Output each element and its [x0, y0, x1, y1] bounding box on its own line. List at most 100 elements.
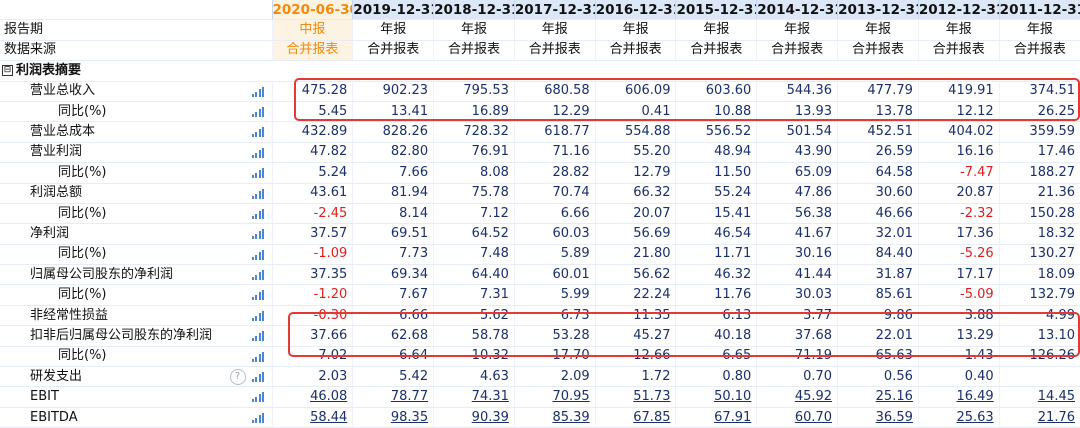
data-source-cell: 合并报表 — [917, 40, 1000, 62]
value-cell: 404.02 — [917, 121, 1000, 143]
header-corner — [0, 0, 272, 21]
section-income-summary[interactable]: ⊟ 利润表摘要 — [0, 60, 272, 82]
bar-chart-icon[interactable] — [251, 310, 264, 321]
value-cell: 45.92 — [756, 386, 838, 408]
value-cell: 32.01 — [837, 223, 919, 245]
row-label: 研发支出 — [30, 368, 83, 384]
value-cell: 11.71 — [675, 244, 757, 266]
bar-chart-icon[interactable] — [251, 412, 264, 423]
value-cell: 20.87 — [917, 183, 1000, 204]
table-row: 同比(%) -2.45 8.14 7.12 6.66 20.07 15.41 56.38 46.… — [0, 203, 1080, 225]
bar-chart-icon[interactable] — [251, 106, 264, 117]
date-header-7[interactable]: 2013-12-31 — [837, 0, 919, 21]
row-label: 营业利润 — [30, 144, 83, 160]
row-label: 净利润 — [30, 225, 70, 241]
date-header-9[interactable]: 2011-12-31 — [998, 0, 1080, 21]
value-cell: 17.46 — [998, 142, 1080, 164]
value-cell: 58.78 — [433, 325, 515, 347]
value-cell: 18.32 — [998, 223, 1080, 245]
row-label-cell: 净利润 — [0, 223, 272, 245]
value-cell: 50.10 — [675, 386, 757, 408]
report-type-cell: 年报 — [998, 19, 1080, 41]
bar-chart-icon[interactable] — [251, 331, 264, 342]
value-cell: 1.43 — [917, 346, 1000, 368]
row-label: 同比(%) — [58, 246, 107, 262]
value-cell: 45.27 — [594, 325, 676, 347]
value-cell: 5.62 — [433, 305, 515, 327]
bar-chart-icon[interactable] — [251, 392, 264, 403]
table-row: 利润总额 43.61 81.94 75.78 70.74 66.32 55.24 47.86 3… — [0, 183, 1080, 204]
value-cell: 82.80 — [352, 142, 434, 164]
value-cell: 62.68 — [352, 325, 434, 347]
value-cell: 74.31 — [433, 386, 515, 408]
date-header-3[interactable]: 2017-12-31 — [513, 0, 596, 21]
value-cell: -0.30 — [271, 305, 353, 327]
table-row: 营业总成本 432.89 828.26 728.32 618.77 554.88 556.5… — [0, 121, 1080, 143]
value-cell: 65.09 — [756, 162, 838, 184]
value-cell: 0.40 — [917, 366, 1000, 388]
help-icon[interactable]: ? — [229, 369, 246, 386]
value-cell: 12.12 — [917, 101, 1000, 123]
value-cell: 7.67 — [352, 284, 434, 306]
value-cell: 12.29 — [513, 101, 596, 123]
bar-chart-icon[interactable] — [251, 270, 264, 281]
value-cell: 6.66 — [513, 203, 596, 225]
value-cell: 30.60 — [837, 183, 919, 204]
date-header-4[interactable]: 2016-12-31 — [594, 0, 676, 21]
row-label: 非经常性损益 — [30, 307, 109, 323]
data-source-cell: 合并报表 — [675, 40, 757, 62]
value-cell: 75.78 — [433, 183, 515, 204]
value-cell: 98.35 — [352, 407, 434, 428]
value-cell: 7.12 — [433, 203, 515, 225]
row-label: EBITDA — [30, 409, 78, 425]
bar-chart-icon[interactable] — [251, 86, 264, 97]
row-label-cell: 同比(%) — [0, 203, 272, 225]
bar-chart-icon[interactable] — [251, 168, 264, 179]
date-header-5[interactable]: 2015-12-31 — [675, 0, 757, 21]
value-cell: 2.03 — [271, 366, 353, 388]
value-cell: 13.41 — [352, 101, 434, 123]
value-cell: 70.95 — [513, 386, 596, 408]
bar-chart-icon[interactable] — [251, 290, 264, 301]
value-cell: 90.39 — [433, 407, 515, 428]
date-header-0[interactable]: 2020-06-30 — [271, 0, 353, 21]
bar-chart-icon[interactable] — [251, 351, 264, 362]
value-cell: 67.91 — [675, 407, 757, 428]
bar-chart-icon[interactable] — [251, 188, 264, 199]
section-title: 利润表摘要 — [16, 62, 82, 78]
value-cell: 132.79 — [998, 284, 1080, 306]
data-source-row: 数据来源 合并报表 合并报表 合并报表 合并报表 合并报表 合并报表 合并报表 合并报表 合并报… — [0, 40, 1080, 62]
date-header-1[interactable]: 2019-12-31 — [352, 0, 434, 21]
row-label: 归属母公司股东的净利润 — [30, 266, 174, 282]
value-cell: 10.32 — [433, 346, 515, 368]
value-cell: 30.16 — [756, 244, 838, 266]
value-cell: 43.90 — [756, 142, 838, 164]
data-source-cell: 合并报表 — [352, 40, 434, 62]
section-header-row[interactable]: ⊟ 利润表摘要 — [0, 60, 1080, 82]
bar-chart-icon[interactable] — [251, 208, 264, 219]
bar-chart-icon[interactable] — [251, 372, 264, 383]
value-cell: 17.70 — [513, 346, 596, 368]
date-header-8[interactable]: 2012-12-31 — [917, 0, 1000, 21]
report-period-label: 报告期 — [0, 19, 272, 41]
row-label-cell: EBITDA — [0, 407, 272, 428]
data-source-cell: 合并报表 — [837, 40, 919, 62]
value-cell: 56.38 — [756, 203, 838, 225]
value-cell: 71.19 — [756, 346, 838, 368]
value-cell: 46.54 — [675, 223, 757, 245]
value-cell: 40.18 — [675, 325, 757, 347]
row-label-cell: 营业总收入 — [0, 81, 272, 102]
report-type-cell: 年报 — [756, 19, 838, 41]
value-cell: 21.76 — [998, 407, 1080, 428]
date-header-6[interactable]: 2014-12-31 — [756, 0, 838, 21]
collapse-icon[interactable]: ⊟ — [2, 64, 13, 76]
value-cell: 46.32 — [675, 264, 757, 286]
bar-chart-icon[interactable] — [251, 147, 264, 158]
bar-chart-icon[interactable] — [251, 249, 264, 260]
value-cell: 41.67 — [756, 223, 838, 245]
value-cell: 1.72 — [594, 366, 676, 388]
bar-chart-icon[interactable] — [251, 127, 264, 138]
date-header-2[interactable]: 2018-12-31 — [433, 0, 515, 21]
value-cell: 3.88 — [917, 305, 1000, 327]
bar-chart-icon[interactable] — [251, 229, 264, 240]
